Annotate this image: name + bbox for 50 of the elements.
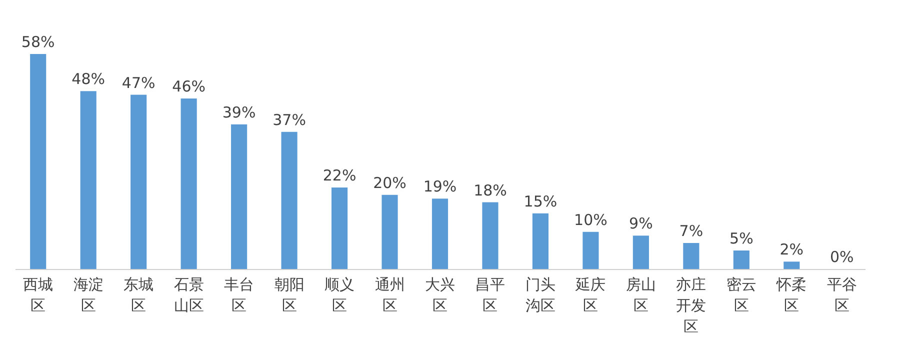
bar (733, 250, 750, 269)
data-label: 7% (679, 222, 704, 240)
bar (532, 213, 549, 269)
data-label: 0% (830, 248, 854, 266)
data-label: 37% (272, 110, 306, 129)
data-label: 2% (780, 240, 804, 259)
data-label: 58% (21, 33, 55, 51)
bar (130, 94, 147, 269)
bar (432, 198, 448, 269)
bar (382, 194, 398, 269)
bar (632, 236, 649, 269)
x-tick-label: 怀柔区 (776, 276, 807, 314)
bar (80, 91, 96, 269)
bar (482, 202, 498, 269)
x-tick-label: 顺义区 (324, 276, 355, 314)
data-label: 9% (629, 214, 653, 233)
data-label: 10% (574, 210, 608, 229)
data-label: 20% (373, 174, 406, 192)
bar (231, 124, 248, 269)
x-tick-label: 房山区 (626, 276, 656, 314)
x-tick-label: 西城区 (23, 276, 54, 314)
data-label: 15% (524, 192, 558, 210)
data-label: 46% (172, 77, 206, 96)
x-tick-label: 朝阳区 (274, 276, 304, 314)
bar (784, 262, 800, 269)
x-tick-label: 门头沟区 (525, 276, 556, 314)
x-tick-label: 石景山区 (174, 276, 204, 314)
bar (30, 54, 46, 269)
x-tick-label: 通州区 (374, 276, 405, 314)
x-tick-label: 平谷区 (826, 276, 857, 314)
data-label: 47% (122, 74, 156, 92)
x-tick-label: 东城区 (124, 276, 154, 314)
data-label: 22% (322, 166, 356, 184)
bar (281, 132, 298, 269)
x-tick-label: 亦庄开发区 (676, 276, 706, 336)
x-tick-label: 大兴区 (425, 276, 455, 314)
x-tick-label: 丰台区 (224, 276, 254, 314)
x-tick-label: 密云区 (726, 276, 756, 314)
bar (683, 243, 700, 269)
data-label: 48% (72, 70, 106, 88)
data-label: 18% (474, 181, 507, 200)
x-tick-label: 延庆区 (574, 276, 606, 314)
x-tick-label: 海淀区 (73, 276, 104, 314)
data-label: 19% (423, 178, 457, 196)
x-tick-label: 昌平区 (475, 276, 506, 314)
bar (180, 98, 197, 269)
data-label: 39% (222, 103, 256, 122)
bar (331, 187, 348, 269)
bar (582, 232, 599, 269)
data-label: 5% (730, 229, 754, 248)
